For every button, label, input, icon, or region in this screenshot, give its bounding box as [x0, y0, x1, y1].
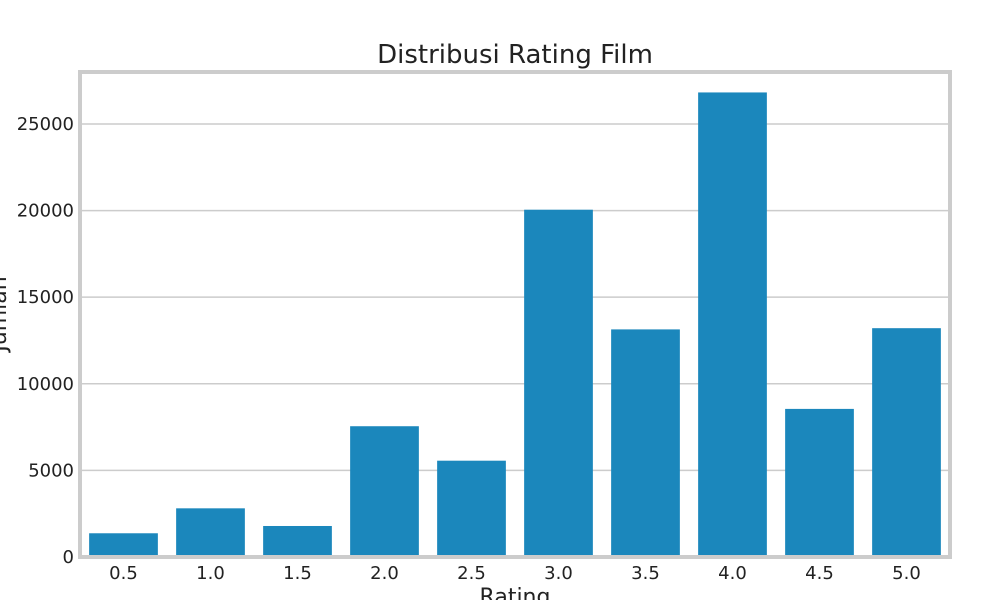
y-tick-label: 25000	[17, 114, 74, 135]
bar-rating-5.0	[872, 328, 941, 557]
x-tick-label: 1.0	[196, 563, 225, 584]
y-tick-label: 10000	[17, 374, 74, 395]
x-tick-label: 3.5	[631, 563, 660, 584]
bar-rating-2.5	[437, 460, 506, 557]
x-tick-label: 4.0	[718, 563, 747, 584]
x-axis-label: Rating	[480, 585, 551, 600]
y-tick-label: 0	[63, 547, 74, 568]
x-tick-label: 2.5	[457, 563, 486, 584]
x-tick-label: 1.5	[283, 563, 312, 584]
x-tick-label: 3.0	[544, 563, 573, 584]
x-tick-label: 2.0	[370, 563, 399, 584]
x-tick-label: 4.5	[805, 563, 834, 584]
bar-rating-1.5	[263, 525, 332, 557]
bars	[89, 92, 941, 558]
bar-rating-2.0	[350, 426, 419, 557]
bar-rating-3.0	[524, 209, 593, 557]
bar-rating-4.5	[785, 408, 854, 557]
bar-rating-0.5	[89, 533, 158, 557]
bar-rating-1.0	[176, 508, 245, 557]
bar-rating-4.0	[698, 92, 767, 558]
x-tick-label: 5.0	[892, 563, 921, 584]
chart-title: Distribusi Rating Film	[377, 40, 653, 70]
y-axis-label: Jumlah	[0, 276, 12, 353]
y-tick-labels: 0 5000 10000 15000 20000 25000	[17, 114, 74, 568]
y-tick-label: 5000	[28, 460, 74, 481]
y-tick-label: 20000	[17, 201, 74, 222]
x-tick-labels: 0.5 1.0 1.5 2.0 2.5 3.0 3.5 4.0 4.5 5.0	[109, 563, 921, 584]
plot-frame	[78, 70, 952, 559]
bar-rating-3.5	[611, 329, 680, 557]
y-tick-label: 15000	[17, 287, 74, 308]
x-tick-label: 0.5	[109, 563, 138, 584]
